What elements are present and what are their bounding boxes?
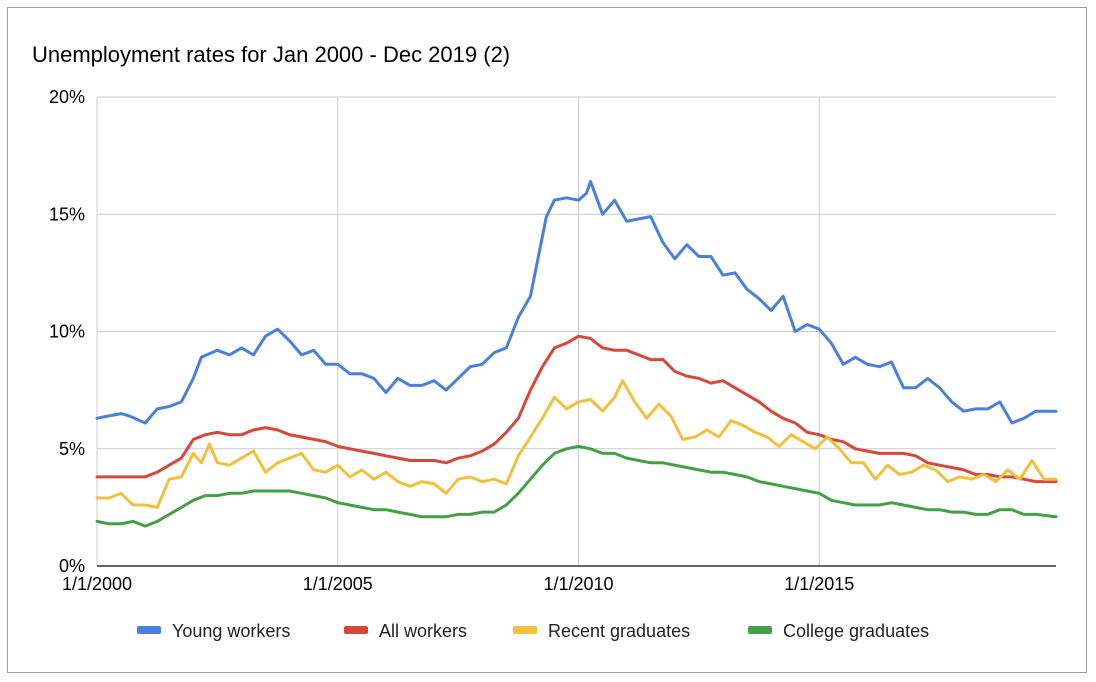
series-line-recent-graduates (95, 379, 1058, 509)
y-tick-label: 20% (49, 87, 85, 107)
gridlines (96, 96, 1056, 566)
x-tick-label: 1/1/2000 (62, 574, 132, 594)
chart-frame (7, 7, 1087, 673)
y-tick-label: 10% (49, 322, 85, 342)
series-line-college-graduates (95, 444, 1058, 528)
series-line-young-workers (95, 179, 1058, 425)
series-line-all-workers (95, 334, 1058, 484)
legend-label-young-workers: Young workers (172, 621, 290, 641)
x-tick-label: 1/1/2015 (784, 574, 854, 594)
axes: 0% 5% 10% 15% 20% 1/1/2000 1/1/2005 1/1/2010 1/1… (49, 87, 1056, 594)
legend-label-college-graduates: College graduates (783, 621, 929, 641)
legend-label-recent-graduates: Recent graduates (548, 621, 690, 641)
legend-swatch-all-workers (344, 626, 368, 634)
legend-label-all-workers: All workers (379, 621, 467, 641)
x-tick-label: 1/1/2005 (303, 574, 373, 594)
legend-swatch-recent-graduates (513, 626, 537, 634)
legend-swatch-college-graduates (748, 626, 772, 634)
y-tick-label: 15% (49, 204, 85, 224)
legend-swatch-young-workers (137, 626, 161, 634)
legend: Young workers All workers Recent graduates… (137, 621, 929, 641)
series-lines (95, 179, 1058, 528)
y-tick-label: 0% (59, 556, 85, 576)
chart-title: Unemployment rates for Jan 2000 - Dec 20… (32, 42, 511, 67)
y-tick-label: 5% (59, 439, 85, 459)
x-tick-label: 1/1/2010 (543, 574, 613, 594)
